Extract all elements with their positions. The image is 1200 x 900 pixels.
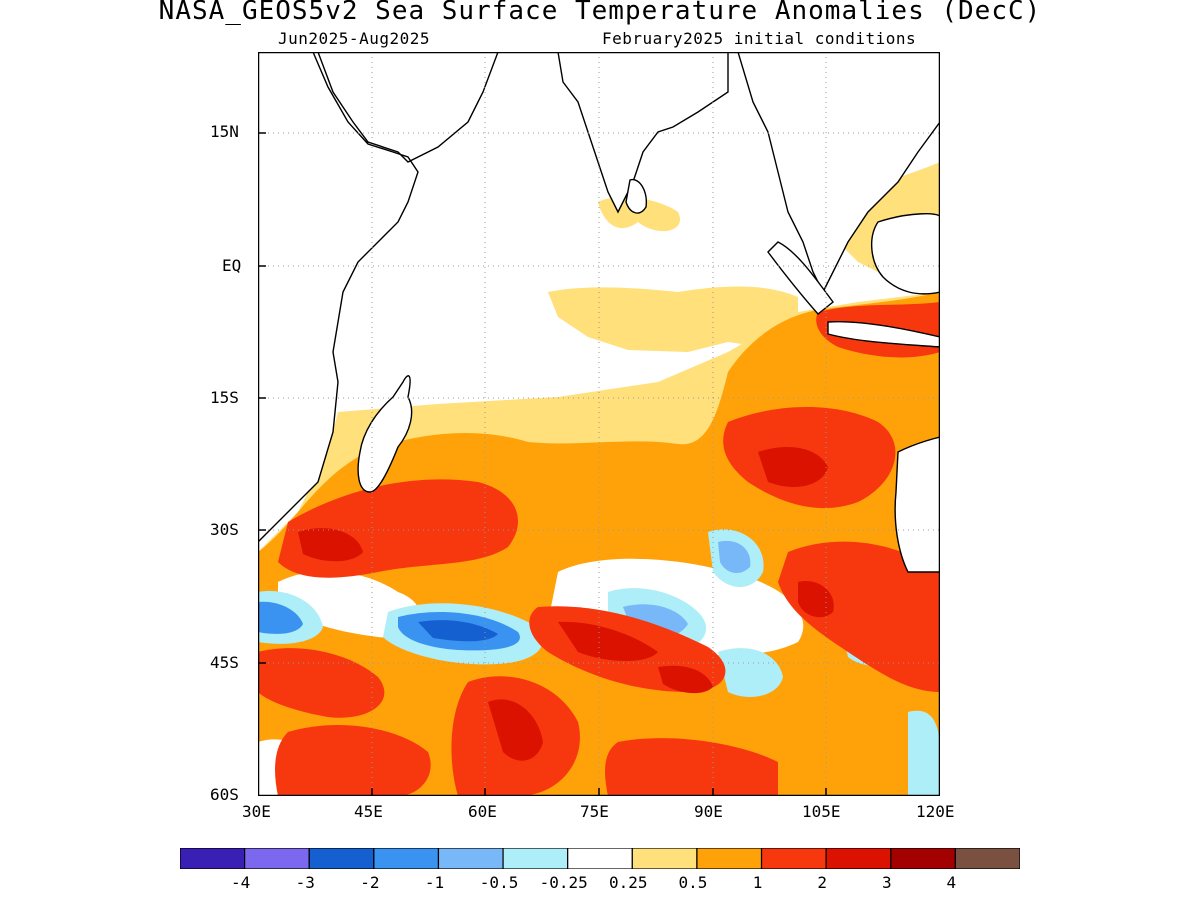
legend-label: -1 [424, 873, 445, 892]
legend-label: -2 [360, 873, 380, 892]
lon-label-120e: 120E [916, 802, 955, 821]
legend-swatch [373, 848, 440, 869]
graticule [258, 52, 940, 796]
lon-label-90e: 90E [694, 802, 723, 821]
legend-swatch [760, 848, 827, 869]
anomaly-lightblue-7 [908, 710, 940, 796]
lat-label-15n: 15N [210, 122, 239, 141]
forecast-period: Jun2025-Aug2025 [278, 29, 430, 48]
anomaly-red-band-2 [258, 648, 385, 718]
lat-label-30s: 30S [210, 520, 239, 539]
anomaly-darkred-2 [298, 528, 363, 562]
legend-swatch [954, 848, 1020, 869]
legend-swatch [308, 848, 375, 869]
australia-land [894, 436, 940, 573]
lat-label-15s: 15S [210, 388, 239, 407]
anomaly-darkred-5 [798, 581, 834, 618]
legend-label: -3 [295, 873, 315, 892]
lon-label-75e: 75E [580, 802, 609, 821]
legend-label: -0.25 [539, 873, 588, 892]
lon-label-45e: 45E [354, 802, 383, 821]
anomaly-blue-6 [718, 540, 751, 574]
legend-label: 1 [752, 873, 763, 892]
anomaly-darkred-6 [658, 665, 713, 694]
legend-swatch [631, 848, 698, 869]
legend-swatch [502, 848, 569, 869]
legend-label: -4 [230, 873, 251, 892]
land-masses [258, 52, 940, 573]
anomaly-blue-2 [258, 601, 303, 634]
anomaly-darkred-1 [758, 447, 828, 487]
africa-arabia-land [258, 52, 499, 543]
lat-label-45s: 45S [210, 653, 239, 672]
anomaly-red-southeast [778, 541, 940, 692]
anomaly-red-south-2 [605, 738, 778, 796]
legend-label: 3 [881, 873, 892, 892]
sst-anomaly-map [258, 52, 940, 796]
lon-label-60e: 60E [468, 802, 497, 821]
legend-swatch [180, 848, 246, 869]
axis-ticks [258, 132, 827, 796]
legend-label: 0.25 [609, 873, 648, 892]
legend-label: -0.5 [479, 873, 519, 892]
legend-swatch [244, 848, 310, 869]
legend-swatch [696, 848, 763, 869]
anomaly-darkblue-1 [418, 620, 498, 642]
chart-title: NASA_GEOS5v2 Sea Surface Temperature Ano… [158, 0, 1042, 26]
color-legend [180, 848, 1020, 869]
anomaly-darkred-4 [488, 699, 543, 761]
sri-lanka-land [625, 178, 647, 214]
lat-label-60s: 60S [210, 785, 239, 804]
borneo-land [871, 213, 940, 295]
anomaly-lightblue-4 [718, 648, 783, 697]
legend-label: 0.5 [678, 873, 708, 892]
anomaly-red-south-3 [275, 724, 431, 796]
legend-swatch [890, 848, 956, 869]
anomaly-darkred-3 [558, 621, 658, 661]
lon-label-30e: 30E [242, 802, 271, 821]
lat-label-eq: EQ [222, 256, 242, 275]
se-asia-land [737, 52, 940, 294]
legend-label: 2 [817, 873, 827, 892]
legend-swatch [567, 848, 633, 869]
legend-label: 4 [946, 873, 957, 892]
legend-swatch [437, 848, 504, 869]
legend-swatch [825, 848, 892, 869]
java-land [827, 320, 940, 348]
initial-conditions: February2025 initial conditions [602, 29, 917, 48]
anomaly-yellow-eq [548, 286, 798, 352]
lon-label-105e: 105E [802, 802, 841, 821]
